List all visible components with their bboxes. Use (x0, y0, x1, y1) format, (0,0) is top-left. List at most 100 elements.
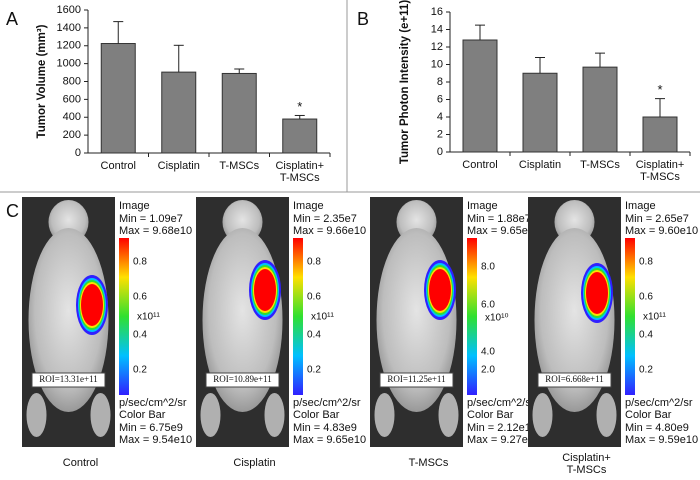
units: p/sec/cm^2/sr (293, 397, 361, 409)
y-tick-label: 1400 (57, 22, 81, 34)
x-tick-label: T-MSCs (219, 160, 259, 172)
scale-tick: 2.0 (481, 365, 495, 376)
panel-label: A (6, 9, 18, 29)
y-tick-label: 6 (437, 93, 443, 105)
color-bar-label: Color Bar (119, 409, 166, 421)
y-axis-label: Tumor Photon Intensity (e+11) (399, 0, 411, 164)
panel-label: C (6, 201, 19, 221)
units: p/sec/cm^2/sr (119, 397, 187, 409)
y-tick-label: 2 (437, 128, 443, 140)
scale-tick: 0.2 (133, 365, 147, 376)
x-tick-label: Cisplatin (158, 160, 200, 172)
mouse-leg (264, 393, 285, 437)
y-tick-label: 1600 (57, 4, 81, 16)
bar (462, 39, 498, 153)
caption: Cisplatin (233, 457, 275, 469)
y-tick-label: 600 (63, 93, 81, 105)
scale-tick: 0.4 (639, 330, 653, 341)
error-bar (475, 24, 485, 40)
mouse-image: ROI=6.668e+11 (528, 197, 621, 447)
scale-tick: 0.2 (639, 365, 653, 376)
y-tick-label: 1000 (57, 58, 81, 70)
error-bar (234, 68, 245, 74)
image-max: Max = 9.60e10 (625, 225, 698, 237)
y-tick-label: 14 (431, 23, 443, 35)
y-tick-label: 12 (431, 41, 443, 53)
scale-tick: 0.6 (133, 292, 147, 303)
mouse-leg (438, 393, 459, 437)
image-min: Min = 1.88e7 (467, 213, 531, 225)
scale-tick: x10¹¹ (643, 312, 666, 323)
y-tick-label: 16 (431, 6, 443, 18)
x-tick-label: Cisplatin+ T-MSCs (636, 159, 685, 183)
roi-label: ROI=6.668e+11 (545, 374, 604, 384)
image-max: Max = 9.66e10 (293, 225, 366, 237)
scale-tick: 0.8 (307, 257, 321, 268)
scale-tick: 0.6 (307, 292, 321, 303)
y-axis-label: Tumor Volume (mm³) (36, 24, 48, 138)
signal (586, 272, 608, 314)
bar-min: Min = 4.83e9 (293, 422, 357, 434)
annotation: * (657, 82, 662, 97)
image-max: Max = 9.68e10 (119, 225, 192, 237)
scale-tick: 0.8 (639, 257, 653, 268)
x-tick-label: Control (462, 159, 497, 171)
signal (254, 269, 276, 311)
bar (161, 71, 197, 154)
units: p/sec/cm^2/sr (625, 397, 693, 409)
y-tick-label: 400 (63, 111, 81, 123)
color-bar (119, 238, 129, 395)
color-bar-label: Color Bar (625, 409, 672, 421)
bar-max: Max = 9.27e10 (467, 434, 540, 446)
error-bar (655, 98, 665, 117)
mouse-image: ROI=11.25e+11 (370, 197, 463, 447)
y-tick-label: 0 (437, 146, 443, 158)
x-tick-label: Cisplatin+ T-MSCs (275, 160, 324, 184)
scale-tick: 0.8 (133, 257, 147, 268)
error-bar (113, 21, 124, 44)
y-tick-label: 1200 (57, 40, 81, 52)
image-min: Min = 2.65e7 (625, 213, 689, 225)
roi-label: ROI=13.31e+11 (39, 374, 98, 384)
annotation: * (297, 99, 302, 114)
mouse-image: ROI=13.31e+11 (22, 197, 115, 447)
bar (582, 66, 618, 153)
image-label: Image (119, 200, 150, 212)
scale-tick: x10¹¹ (311, 312, 334, 323)
scale-tick: 4.0 (481, 347, 495, 358)
scale-tick: x10¹¹ (137, 312, 160, 323)
error-bar (173, 44, 184, 73)
roi-label: ROI=11.25e+11 (387, 374, 445, 384)
mouse-leg (532, 393, 553, 437)
bar (642, 116, 678, 153)
mouse-image: ROI=10.89e+11 (196, 197, 289, 447)
error-bar (294, 114, 305, 120)
roi-label: ROI=10.89e+11 (213, 374, 272, 384)
image-min: Min = 2.35e7 (293, 213, 357, 225)
roi-box (205, 372, 280, 388)
y-tick-label: 200 (63, 129, 81, 141)
caption: Control (63, 457, 98, 469)
bar (221, 72, 257, 154)
x-tick-label: T-MSCs (580, 159, 620, 171)
mouse-leg (26, 393, 47, 437)
bar (522, 72, 558, 153)
scale-tick: 0.4 (307, 330, 321, 341)
y-tick-label: 10 (431, 58, 443, 70)
y-tick-label: 8 (437, 76, 443, 88)
bar-max: Max = 9.65e10 (293, 434, 366, 446)
image-label: Image (293, 200, 324, 212)
mouse-leg (90, 393, 111, 437)
image-min: Min = 1.09e7 (119, 213, 183, 225)
scale-tick: 0.6 (639, 292, 653, 303)
scale-tick: 6.0 (481, 300, 495, 311)
color-bar-label: Color Bar (467, 409, 514, 421)
signal (81, 284, 103, 326)
caption: T-MSCs (409, 457, 449, 469)
y-tick-label: 800 (63, 75, 81, 87)
roi-box (379, 372, 454, 388)
bar (282, 118, 318, 154)
scale-tick: 0.2 (307, 365, 321, 376)
image-max: Max = 9.65e10 (467, 225, 540, 237)
